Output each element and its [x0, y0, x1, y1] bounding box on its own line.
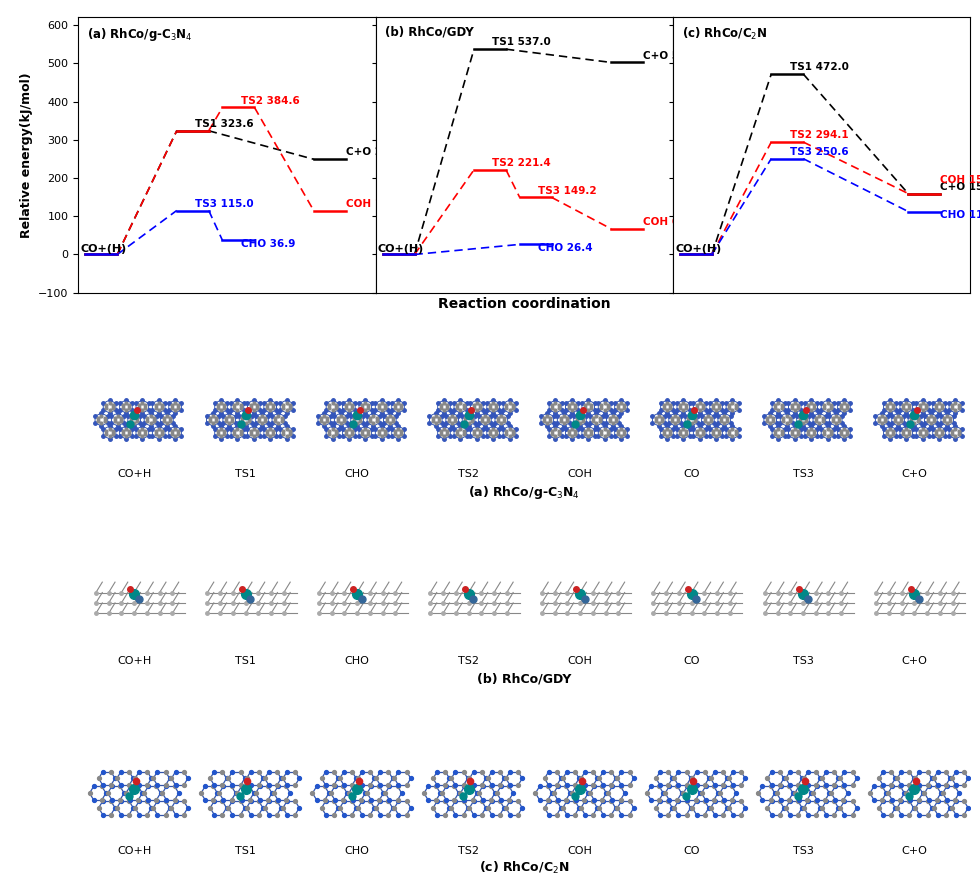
Text: (c) RhCo/C$_2$N: (c) RhCo/C$_2$N [682, 25, 767, 42]
Text: TS2: TS2 [458, 469, 479, 478]
Text: TS2 294.1: TS2 294.1 [790, 130, 848, 141]
Text: CHO 26.4: CHO 26.4 [538, 243, 593, 253]
Text: COH: COH [567, 846, 593, 856]
Text: (a) RhCo/g-C$_3$N$_4$: (a) RhCo/g-C$_3$N$_4$ [468, 485, 580, 501]
Text: CO: CO [683, 846, 700, 856]
Text: TS2: TS2 [458, 656, 479, 666]
Text: C+O 248.9: C+O 248.9 [346, 148, 408, 157]
Text: CO: CO [683, 656, 700, 666]
Text: TS1 537.0: TS1 537.0 [492, 38, 551, 47]
Text: C+O: C+O [902, 846, 927, 856]
Text: COH 113.8: COH 113.8 [346, 199, 408, 209]
Text: TS3 149.2: TS3 149.2 [538, 186, 597, 196]
Text: TS1: TS1 [235, 656, 256, 666]
Text: CO+H: CO+H [117, 656, 151, 666]
Text: (c) RhCo/C$_2$N: (c) RhCo/C$_2$N [479, 860, 569, 873]
Text: CO: CO [683, 469, 700, 478]
Text: CHO 112.0: CHO 112.0 [941, 210, 980, 220]
Text: COH: COH [567, 656, 593, 666]
Text: CHO: CHO [345, 846, 369, 856]
Text: CO+(H): CO+(H) [80, 244, 127, 254]
Text: TS3: TS3 [793, 656, 813, 666]
Text: TS1 323.6: TS1 323.6 [195, 119, 254, 129]
Text: (a) RhCo/g-C$_3$N$_4$: (a) RhCo/g-C$_3$N$_4$ [87, 25, 193, 43]
Text: COH 67.0: COH 67.0 [643, 217, 698, 227]
Text: TS3 115.0: TS3 115.0 [195, 198, 254, 209]
Text: TS3: TS3 [793, 846, 813, 856]
Text: C+O: C+O [902, 469, 927, 478]
Y-axis label: Relative energy(kJ/mol): Relative energy(kJ/mol) [20, 72, 32, 238]
Text: CHO: CHO [345, 469, 369, 478]
Text: TS1: TS1 [235, 846, 256, 856]
Text: CHO 36.9: CHO 36.9 [241, 239, 295, 249]
Text: (b) RhCo/GDY: (b) RhCo/GDY [477, 672, 571, 685]
Text: CHO: CHO [345, 656, 369, 666]
Text: C+O 502.3: C+O 502.3 [643, 51, 705, 60]
Text: TS2: TS2 [458, 846, 479, 856]
Text: C+O 158.5: C+O 158.5 [941, 182, 980, 192]
Text: CO+(H): CO+(H) [378, 244, 424, 254]
X-axis label: Reaction coordination: Reaction coordination [438, 297, 611, 311]
Text: (b) RhCo/GDY: (b) RhCo/GDY [384, 25, 473, 38]
Text: CO+H: CO+H [117, 469, 151, 478]
Text: COH: COH [567, 469, 593, 478]
Text: TS1: TS1 [235, 469, 256, 478]
Text: C+O: C+O [902, 656, 927, 666]
Text: TS1 472.0: TS1 472.0 [790, 62, 849, 72]
Text: COH 159.0: COH 159.0 [941, 175, 980, 185]
Text: CO+(H): CO+(H) [675, 244, 721, 254]
Text: TS3 250.6: TS3 250.6 [790, 147, 848, 157]
Text: CO+H: CO+H [117, 846, 151, 856]
Text: TS2 221.4: TS2 221.4 [492, 158, 551, 168]
Text: TS2 384.6: TS2 384.6 [241, 95, 300, 106]
Text: TS3: TS3 [793, 469, 813, 478]
